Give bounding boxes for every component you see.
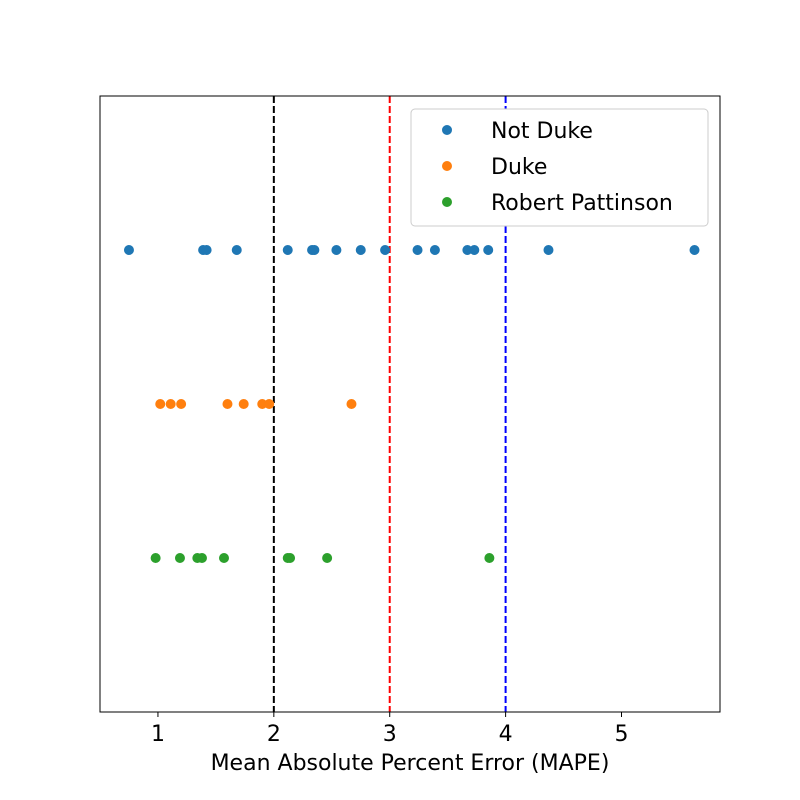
point-not-duke-2: [201, 245, 212, 255]
x-tick-label-5: 5: [614, 722, 628, 747]
point-robert-pattinson-6: [285, 553, 296, 563]
point-not-duke-7: [331, 245, 342, 255]
x-tick-label-4: 4: [499, 722, 513, 747]
point-not-duke-0: [123, 245, 134, 255]
plot-frame: [99, 95, 721, 713]
point-robert-pattinson-3: [196, 553, 207, 563]
x-axis-ticks: 1 2 3 4 5: [151, 712, 628, 747]
x-tick-label-3: 3: [383, 722, 397, 747]
legend-box: [410, 108, 709, 227]
legend-marker-duke: [442, 161, 452, 171]
point-duke-7: [346, 399, 357, 409]
x-axis-label: Mean Absolute Percent Error (MAPE): [211, 751, 610, 776]
legend-label-not-duke: Not Duke: [491, 119, 593, 144]
point-not-duke-13: [469, 245, 480, 255]
point-robert-pattinson-8: [484, 553, 495, 563]
legend: Not Duke Duke Robert Pattinson: [410, 108, 709, 227]
point-not-duke-8: [355, 245, 366, 255]
x-tick-label-1: 1: [151, 722, 165, 747]
point-duke-0: [155, 399, 166, 409]
point-not-duke-4: [282, 245, 293, 255]
point-not-duke-10: [412, 245, 423, 255]
x-tick-label-2: 2: [267, 722, 281, 747]
point-duke-6: [264, 399, 275, 409]
point-not-duke-6: [309, 245, 320, 255]
point-duke-3: [222, 399, 233, 409]
point-robert-pattinson-0: [150, 553, 161, 563]
legend-marker-not-duke: [442, 125, 452, 135]
point-not-duke-11: [429, 245, 440, 255]
point-robert-pattinson-7: [322, 553, 333, 563]
point-duke-1: [165, 399, 176, 409]
point-not-duke-16: [689, 245, 700, 255]
legend-marker-robert-pattinson: [442, 197, 452, 207]
point-not-duke-12: [462, 245, 473, 255]
point-not-duke-9: [380, 245, 391, 255]
point-duke-2: [176, 399, 187, 409]
point-robert-pattinson-1: [174, 553, 185, 563]
data-points: [123, 245, 700, 563]
point-not-duke-14: [483, 245, 494, 255]
point-duke-4: [238, 399, 249, 409]
point-robert-pattinson-4: [219, 553, 229, 563]
point-not-duke-15: [543, 245, 554, 255]
legend-label-duke: Duke: [491, 155, 547, 180]
legend-label-robert-pattinson: Robert Pattinson: [491, 191, 673, 216]
point-not-duke-3: [231, 245, 242, 255]
point-duke-5: [257, 399, 268, 409]
